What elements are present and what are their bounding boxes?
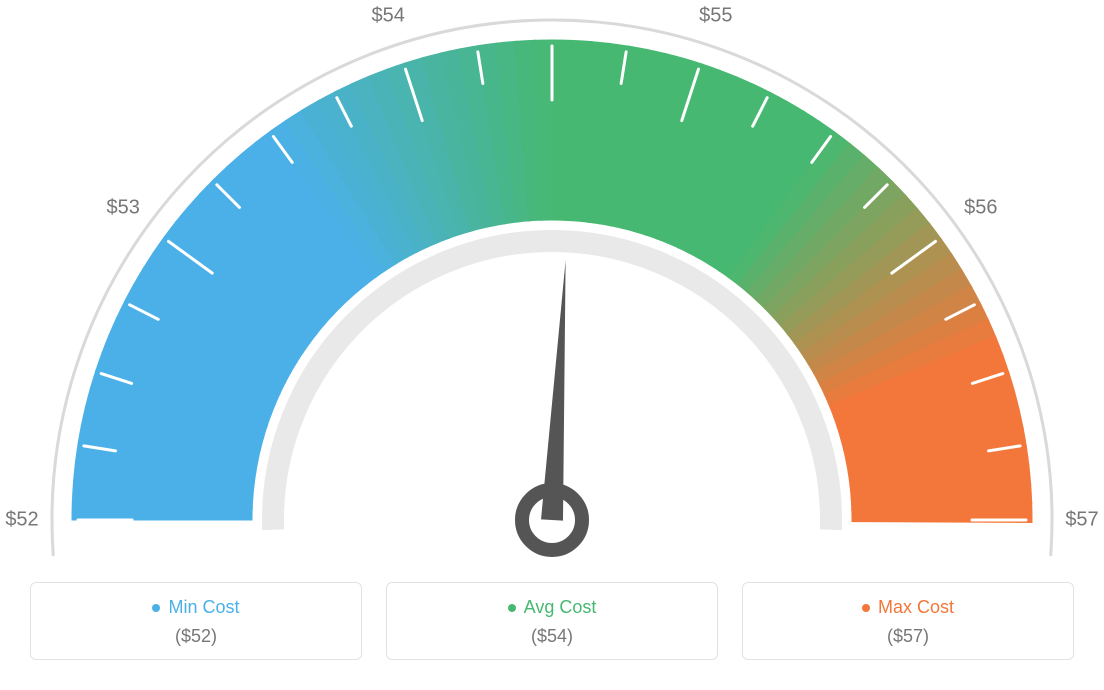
gauge-tick-label: $57: [1065, 509, 1098, 532]
legend-value: ($52): [31, 626, 361, 647]
dot-icon: [508, 604, 516, 612]
legend-label: Max Cost: [878, 597, 954, 618]
gauge-tick-label: $55: [699, 4, 732, 27]
gauge-tick-label: $53: [107, 197, 140, 220]
dot-icon: [152, 604, 160, 612]
gauge-infographic: $52 $53 $54 $54 $55 $56 $57 Min Cost ($52) Avg…: [0, 0, 1104, 690]
legend-card-max: Max Cost ($57): [742, 582, 1074, 660]
legend-card-min: Min Cost ($52): [30, 582, 362, 660]
gauge-tick-label: $54: [372, 4, 405, 27]
gauge-tick-label: $52: [5, 509, 38, 532]
legend-label: Min Cost: [168, 597, 239, 618]
legend-label: Avg Cost: [524, 597, 597, 618]
gauge-tick-label: $54: [535, 0, 568, 2]
legend-card-avg: Avg Cost ($54): [386, 582, 718, 660]
legend-value: ($54): [387, 626, 717, 647]
dot-icon: [862, 604, 870, 612]
legend-value: ($57): [743, 626, 1073, 647]
legend-row: Min Cost ($52) Avg Cost ($54) Max Cost (…: [30, 582, 1074, 660]
gauge-chart: [0, 0, 1104, 560]
gauge-tick-label: $56: [964, 197, 997, 220]
